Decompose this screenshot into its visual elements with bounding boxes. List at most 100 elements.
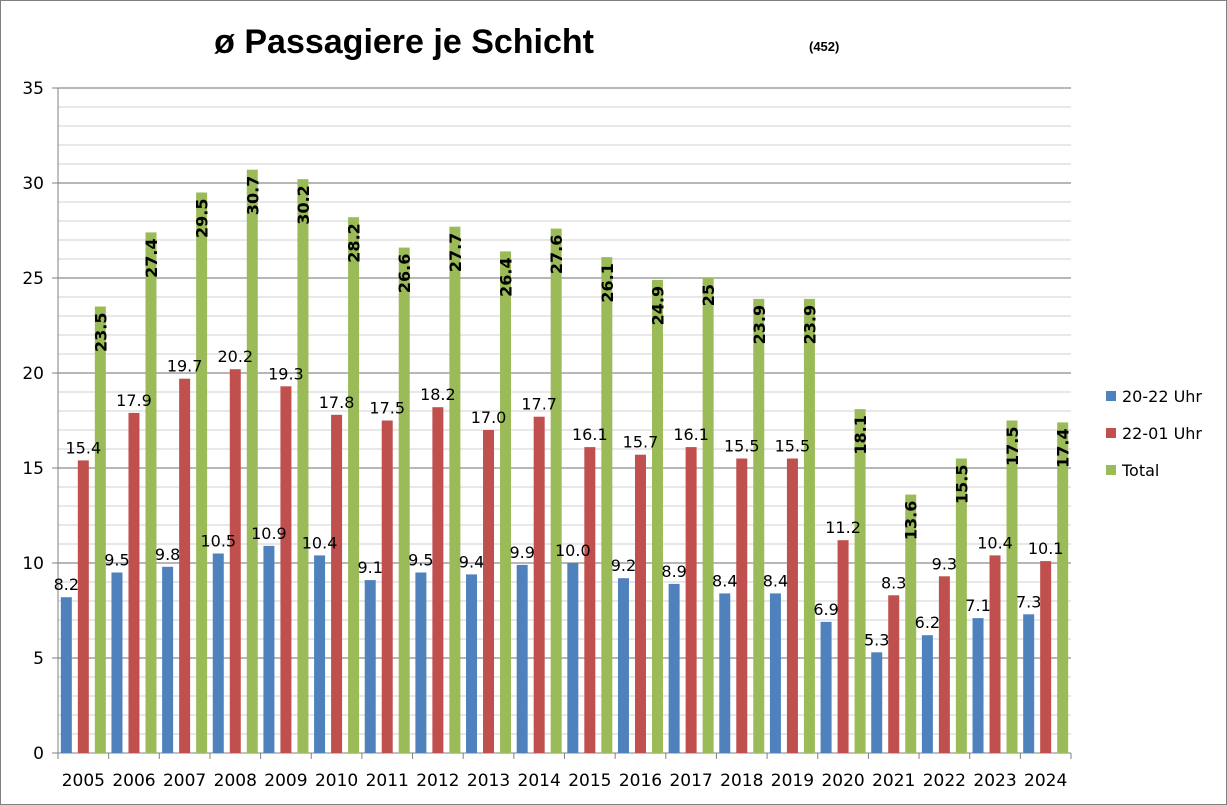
- data-label: 11.2: [825, 518, 861, 537]
- data-label: 17.0: [471, 408, 507, 427]
- axes: 0 5 10 15 20 25 30 35 2005 2006 2007 2008 2009 2010 20…: [22, 79, 1072, 791]
- data-label: 7.3: [1016, 592, 1041, 611]
- data-label-total: 25: [699, 284, 718, 306]
- data-label: 8.4: [763, 571, 788, 590]
- bar-20-22-uhr-2005: [60, 597, 72, 753]
- bar-total-2006: [145, 232, 157, 753]
- bar-20-22-uhr-2021: [871, 652, 883, 753]
- y-tick-label: 10: [22, 554, 44, 574]
- bar-20-22-uhr-2024: [1023, 614, 1035, 753]
- bar-20-22-uhr-2020: [820, 621, 832, 753]
- bar-total-2016: [651, 279, 663, 753]
- x-tick-label-2011: 2011: [366, 771, 409, 791]
- x-tick-label-2024: 2024: [1024, 771, 1067, 791]
- data-label-total: 30.7: [243, 176, 262, 215]
- bar-20-22-uhr-2006: [111, 572, 123, 753]
- bar-22-01-uhr-2008: [229, 369, 241, 753]
- data-label-total: 17.5: [1003, 427, 1022, 466]
- bar-22-01-uhr-2022: [938, 576, 950, 753]
- bar-total-2024: [1057, 422, 1069, 753]
- legend-label: 20-22 Uhr: [1122, 387, 1202, 406]
- bar-22-01-uhr-2012: [432, 407, 444, 753]
- bar-20-22-uhr-2011: [364, 580, 376, 753]
- x-tick-label-2020: 2020: [821, 771, 864, 791]
- data-label-total: 26.4: [497, 257, 516, 296]
- x-tick-label-2008: 2008: [214, 771, 257, 791]
- y-tick-label: 20: [22, 364, 44, 384]
- data-label: 17.5: [369, 399, 405, 418]
- bar-22-01-uhr-2013: [483, 430, 495, 753]
- bar-22-01-uhr-2018: [736, 458, 748, 753]
- y-tick-label: 30: [22, 174, 44, 194]
- legend: 20-22 Uhr 22-01 Uhr Total: [1106, 387, 1202, 480]
- bar-22-01-uhr-2010: [331, 414, 343, 753]
- legend-label: Total: [1121, 461, 1159, 480]
- data-label: 8.4: [712, 571, 737, 590]
- data-label: 19.3: [268, 364, 304, 383]
- bar-total-2007: [196, 192, 208, 753]
- legend-label: 22-01 Uhr: [1122, 424, 1202, 443]
- y-tick-label: 15: [22, 459, 44, 479]
- data-label: 9.2: [611, 556, 636, 575]
- bar-total-2017: [702, 278, 714, 753]
- data-label: 9.5: [104, 551, 129, 570]
- bar-total-2012: [449, 226, 461, 753]
- x-tick-label-2017: 2017: [669, 771, 712, 791]
- data-label: 8.2: [54, 575, 79, 594]
- data-label-total: 27.4: [142, 238, 161, 277]
- data-label: 15.4: [66, 438, 102, 457]
- legend-swatch: [1106, 391, 1116, 401]
- data-label: 15.5: [724, 437, 760, 456]
- data-label: 9.4: [459, 552, 484, 571]
- data-label: 8.9: [661, 562, 686, 581]
- data-label: 18.2: [420, 385, 456, 404]
- bar-total-2005: [94, 306, 106, 753]
- bar-22-01-uhr-2007: [179, 378, 191, 753]
- bar-22-01-uhr-2005: [77, 460, 89, 753]
- data-label: 10.0: [555, 541, 591, 560]
- x-tick-label-2019: 2019: [771, 771, 814, 791]
- x-tick-label-2016: 2016: [619, 771, 662, 791]
- bar-20-22-uhr-2016: [617, 578, 629, 753]
- bar-20-22-uhr-2019: [769, 593, 781, 753]
- data-label: 10.1: [1028, 539, 1064, 558]
- data-labels: 8.2 9.5 9.8 10.5 10.9 10.4 9.1 9.5 9.4 9.9 10.0 9.2…: [54, 176, 1073, 650]
- y-tick-label: 25: [22, 269, 44, 289]
- x-tick-label-2009: 2009: [264, 771, 307, 791]
- x-tick-label-2015: 2015: [568, 771, 611, 791]
- bar-22-01-uhr-2024: [1040, 561, 1052, 753]
- bar-22-01-uhr-2006: [128, 412, 140, 753]
- data-label: 8.3: [881, 573, 906, 592]
- data-label: 9.1: [357, 558, 382, 577]
- bar-total-2020: [854, 409, 866, 753]
- bar-total-2018: [753, 298, 765, 753]
- bar-20-22-uhr-2018: [719, 593, 731, 753]
- data-label-total: 30.2: [294, 185, 313, 224]
- data-label: 7.1: [965, 596, 990, 615]
- data-label: 10.9: [251, 524, 287, 543]
- data-label: 20.2: [217, 347, 253, 366]
- data-label-total: 26.1: [598, 263, 617, 302]
- data-label-total: 18.1: [851, 415, 870, 454]
- data-label-total: 23.9: [800, 305, 819, 344]
- bar-20-22-uhr-2017: [668, 583, 680, 753]
- data-label: 16.1: [572, 425, 608, 444]
- bar-total-2014: [550, 228, 562, 754]
- data-label-total: 23.9: [750, 305, 769, 344]
- data-label-total: 27.7: [446, 233, 465, 272]
- bar-total-2010: [348, 217, 360, 753]
- data-label: 15.7: [623, 433, 659, 452]
- bar-22-01-uhr-2015: [584, 447, 596, 753]
- y-tick-label: 0: [33, 744, 44, 764]
- bar-total-2008: [246, 169, 258, 753]
- bar-total-2019: [803, 298, 815, 753]
- data-label-total: 29.5: [193, 199, 212, 238]
- bar-20-22-uhr-2010: [314, 555, 326, 753]
- bar-22-01-uhr-2014: [533, 416, 545, 753]
- data-label-total: 28.2: [345, 223, 364, 262]
- data-label: 6.2: [915, 613, 940, 632]
- bar-22-01-uhr-2009: [280, 386, 292, 753]
- bars: [60, 169, 1069, 754]
- bar-22-01-uhr-2023: [989, 555, 1001, 753]
